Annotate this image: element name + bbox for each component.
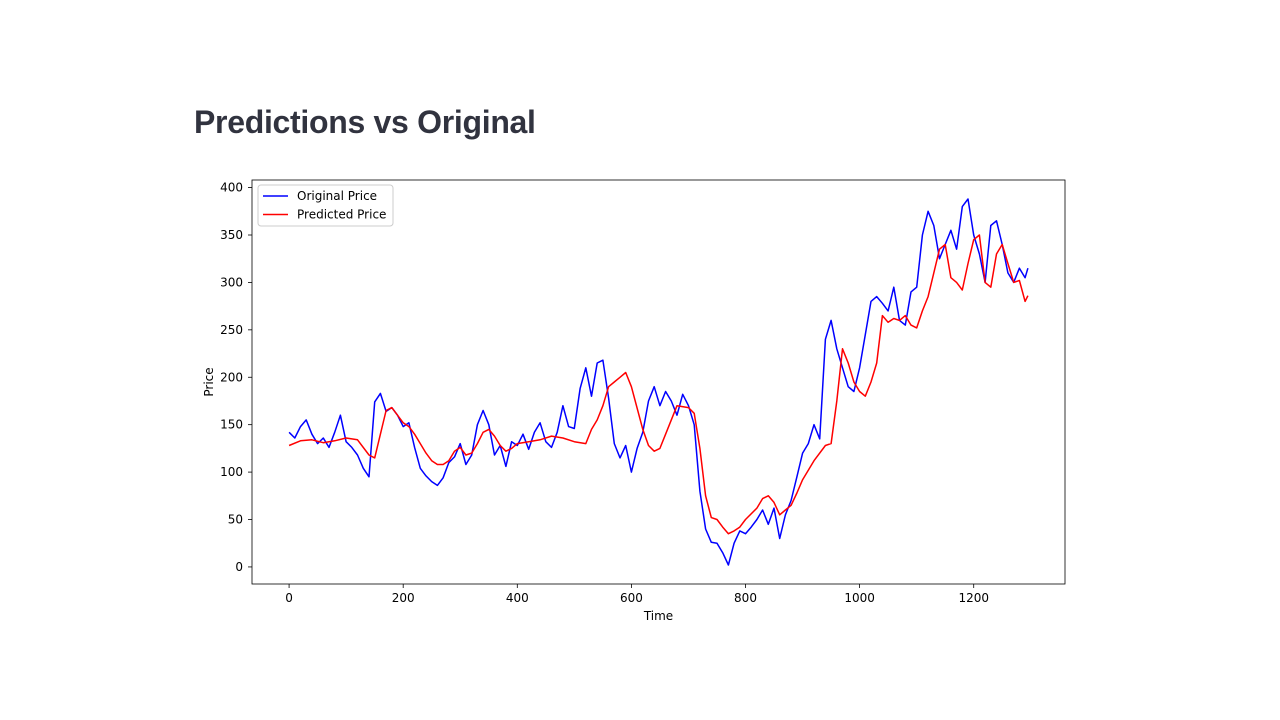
x-tick-label: 800 — [734, 591, 757, 605]
y-axis-label: Price — [202, 367, 216, 396]
x-axis-label: Time — [643, 609, 673, 623]
y-tick-label: 350 — [220, 228, 243, 242]
x-tick-label: 1200 — [958, 591, 989, 605]
y-tick-label: 100 — [220, 465, 243, 479]
legend-label: Original Price — [297, 189, 377, 203]
y-tick-label: 50 — [228, 513, 243, 527]
y-tick-label: 400 — [220, 181, 243, 195]
y-tick-label: 200 — [220, 370, 243, 384]
x-tick-label: 0 — [285, 591, 293, 605]
y-tick-label: 300 — [220, 275, 243, 289]
page-title: Predictions vs Original — [194, 104, 536, 140]
series-line-original-price — [288, 198, 1029, 566]
y-tick-label: 150 — [220, 418, 243, 432]
x-tick-label: 1000 — [844, 591, 875, 605]
x-tick-label: 600 — [620, 591, 643, 605]
legend-label: Predicted Price — [297, 208, 386, 222]
x-tick-label: 200 — [392, 591, 415, 605]
y-tick-label: 250 — [220, 323, 243, 337]
legend-box — [257, 184, 394, 227]
plot-area — [251, 179, 1066, 585]
x-tick-label: 400 — [506, 591, 529, 605]
series-line-predicted-price — [288, 234, 1029, 535]
y-tick-label: 0 — [235, 560, 243, 574]
